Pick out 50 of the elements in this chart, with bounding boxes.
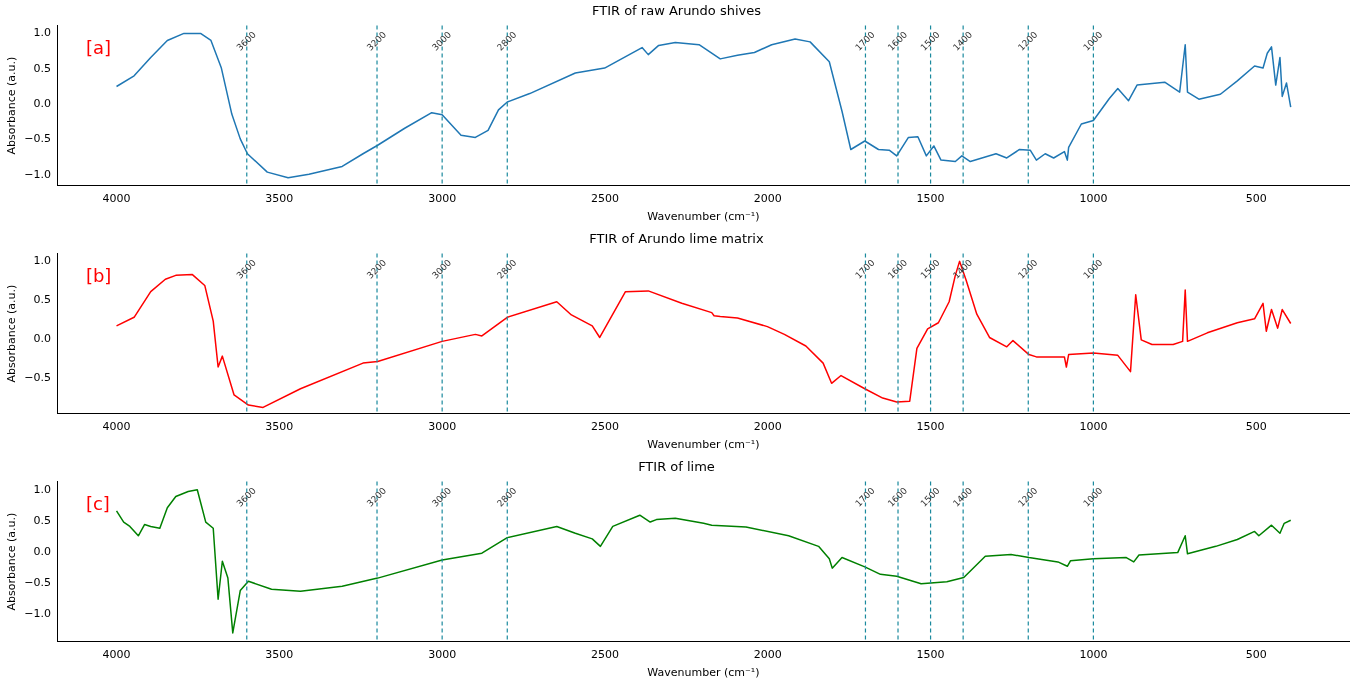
y-tick-label: −1.0 bbox=[24, 607, 51, 621]
y-tick-label: 1.0 bbox=[33, 482, 51, 496]
x-tick-label: 3000 bbox=[428, 192, 457, 206]
x-axis-title: Wavenumber (cm⁻¹) bbox=[647, 210, 760, 224]
annotation: [a] bbox=[85, 37, 111, 59]
x-tick-label: 2500 bbox=[590, 648, 619, 662]
x-tick-label: 2500 bbox=[590, 420, 619, 434]
y-tick-label: 1.0 bbox=[33, 254, 51, 268]
x-tick-label: 3000 bbox=[428, 420, 457, 434]
x-tick-label: 1000 bbox=[1079, 420, 1108, 434]
x-tick-label: 500 bbox=[1245, 192, 1267, 206]
y-tick-label: −0.5 bbox=[24, 575, 51, 589]
y-axis-title: Absorbance (a.u.) bbox=[5, 56, 19, 155]
x-tick-label: 4000 bbox=[102, 648, 131, 662]
y-tick-label: 1.0 bbox=[33, 26, 51, 40]
y-tick-label: 0.0 bbox=[33, 97, 51, 111]
y-tick-label: 0.0 bbox=[33, 331, 51, 345]
x-tick-label: 2000 bbox=[753, 192, 782, 206]
x-tick-label: 1500 bbox=[916, 192, 945, 206]
x-tick-label: 3500 bbox=[265, 420, 294, 434]
x-tick-label: 1000 bbox=[1079, 648, 1108, 662]
chart-title: FTIR of lime bbox=[638, 459, 715, 475]
y-axis-title: Absorbance (a.u.) bbox=[5, 512, 19, 611]
x-tick-label: 2500 bbox=[590, 192, 619, 206]
y-tick-label: −0.5 bbox=[24, 370, 51, 384]
x-tick-label: 2000 bbox=[753, 420, 782, 434]
x-tick-label: 4000 bbox=[102, 420, 131, 434]
x-tick-label: 500 bbox=[1245, 648, 1267, 662]
y-tick-label: 0.5 bbox=[33, 61, 51, 75]
x-tick-label: 1500 bbox=[916, 420, 945, 434]
chart-title: FTIR of raw Arundo shives bbox=[591, 3, 762, 19]
y-tick-label: −1.0 bbox=[24, 167, 51, 181]
y-tick-label: 0.5 bbox=[33, 293, 51, 307]
annotation: [b] bbox=[85, 265, 112, 287]
y-tick-label: 0.0 bbox=[33, 544, 51, 558]
x-tick-label: 500 bbox=[1245, 420, 1267, 434]
annotation: [c] bbox=[85, 493, 110, 515]
x-tick-label: 4000 bbox=[102, 192, 131, 206]
x-tick-label: 3000 bbox=[428, 648, 457, 662]
chart-title: FTIR of Arundo lime matrix bbox=[589, 231, 764, 247]
x-tick-label: 2000 bbox=[753, 648, 782, 662]
x-tick-label: 3500 bbox=[265, 192, 294, 206]
x-tick-label: 1500 bbox=[916, 648, 945, 662]
x-axis-title: Wavenumber (cm⁻¹) bbox=[647, 666, 760, 680]
x-axis-title: Wavenumber (cm⁻¹) bbox=[647, 438, 760, 452]
y-tick-label: −0.5 bbox=[24, 132, 51, 146]
y-axis-title: Absorbance (a.u.) bbox=[5, 284, 19, 383]
y-tick-label: 0.5 bbox=[33, 513, 51, 527]
x-tick-label: 1000 bbox=[1079, 192, 1108, 206]
x-tick-label: 3500 bbox=[265, 648, 294, 662]
